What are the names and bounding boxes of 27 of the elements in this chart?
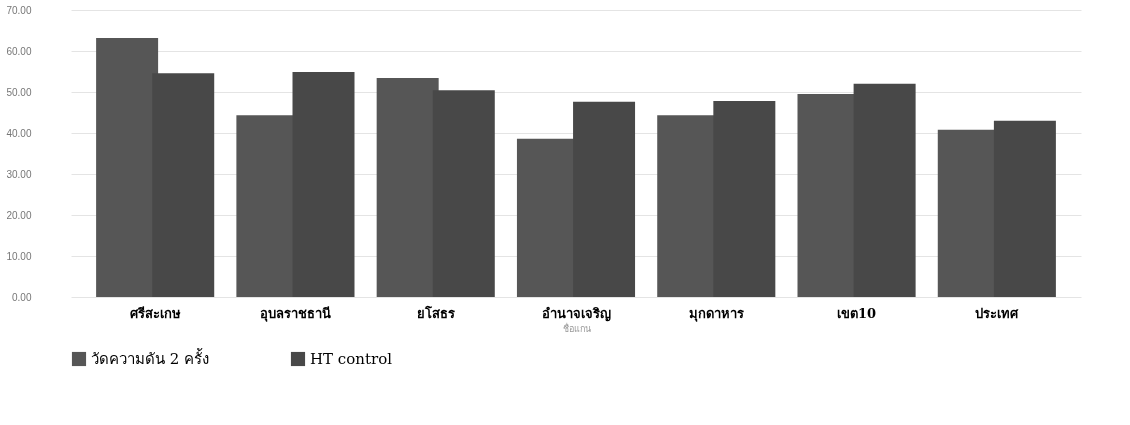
y-tick-label: 40.00	[6, 127, 32, 139]
y-tick-label: 0.00	[12, 291, 32, 303]
x-tick-label: อำนาจเจริญ	[541, 305, 611, 322]
y-tick-label: 10.00	[6, 250, 32, 262]
x-axis-title: ชื่อแกน	[562, 321, 591, 334]
x-tick-label: มุกดาหาร	[688, 305, 744, 322]
bar	[292, 71, 355, 297]
bar	[96, 37, 159, 297]
x-tick-label: ประเทศ	[975, 305, 1020, 321]
x-tick-label: ศรีสะเกษ	[129, 305, 181, 321]
x-tick-label: อุบลราชธานี	[259, 305, 331, 322]
legend-label: HT control	[310, 350, 393, 368]
y-tick-label: 50.00	[6, 86, 32, 98]
y-tick-label: 60.00	[6, 45, 32, 57]
bar	[376, 78, 439, 297]
x-tick-label: ยโสธร	[416, 304, 455, 321]
bar	[573, 101, 636, 297]
bar	[993, 120, 1056, 297]
bar	[713, 101, 776, 297]
bar	[152, 73, 215, 297]
bar	[853, 83, 916, 297]
y-tick-label: 20.00	[6, 209, 32, 221]
y-tick-label: 70.00	[6, 4, 32, 16]
bar	[432, 90, 495, 297]
y-tick-label: 30.00	[6, 168, 32, 180]
legend-label: วัดความดัน 2 ครั้ง	[91, 348, 210, 368]
x-tick-label: เขต10	[837, 305, 877, 321]
